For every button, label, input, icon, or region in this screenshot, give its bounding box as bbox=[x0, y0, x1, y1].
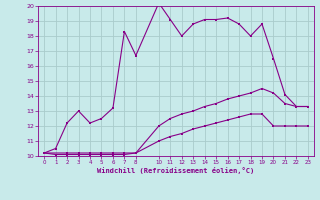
X-axis label: Windchill (Refroidissement éolien,°C): Windchill (Refroidissement éolien,°C) bbox=[97, 167, 255, 174]
